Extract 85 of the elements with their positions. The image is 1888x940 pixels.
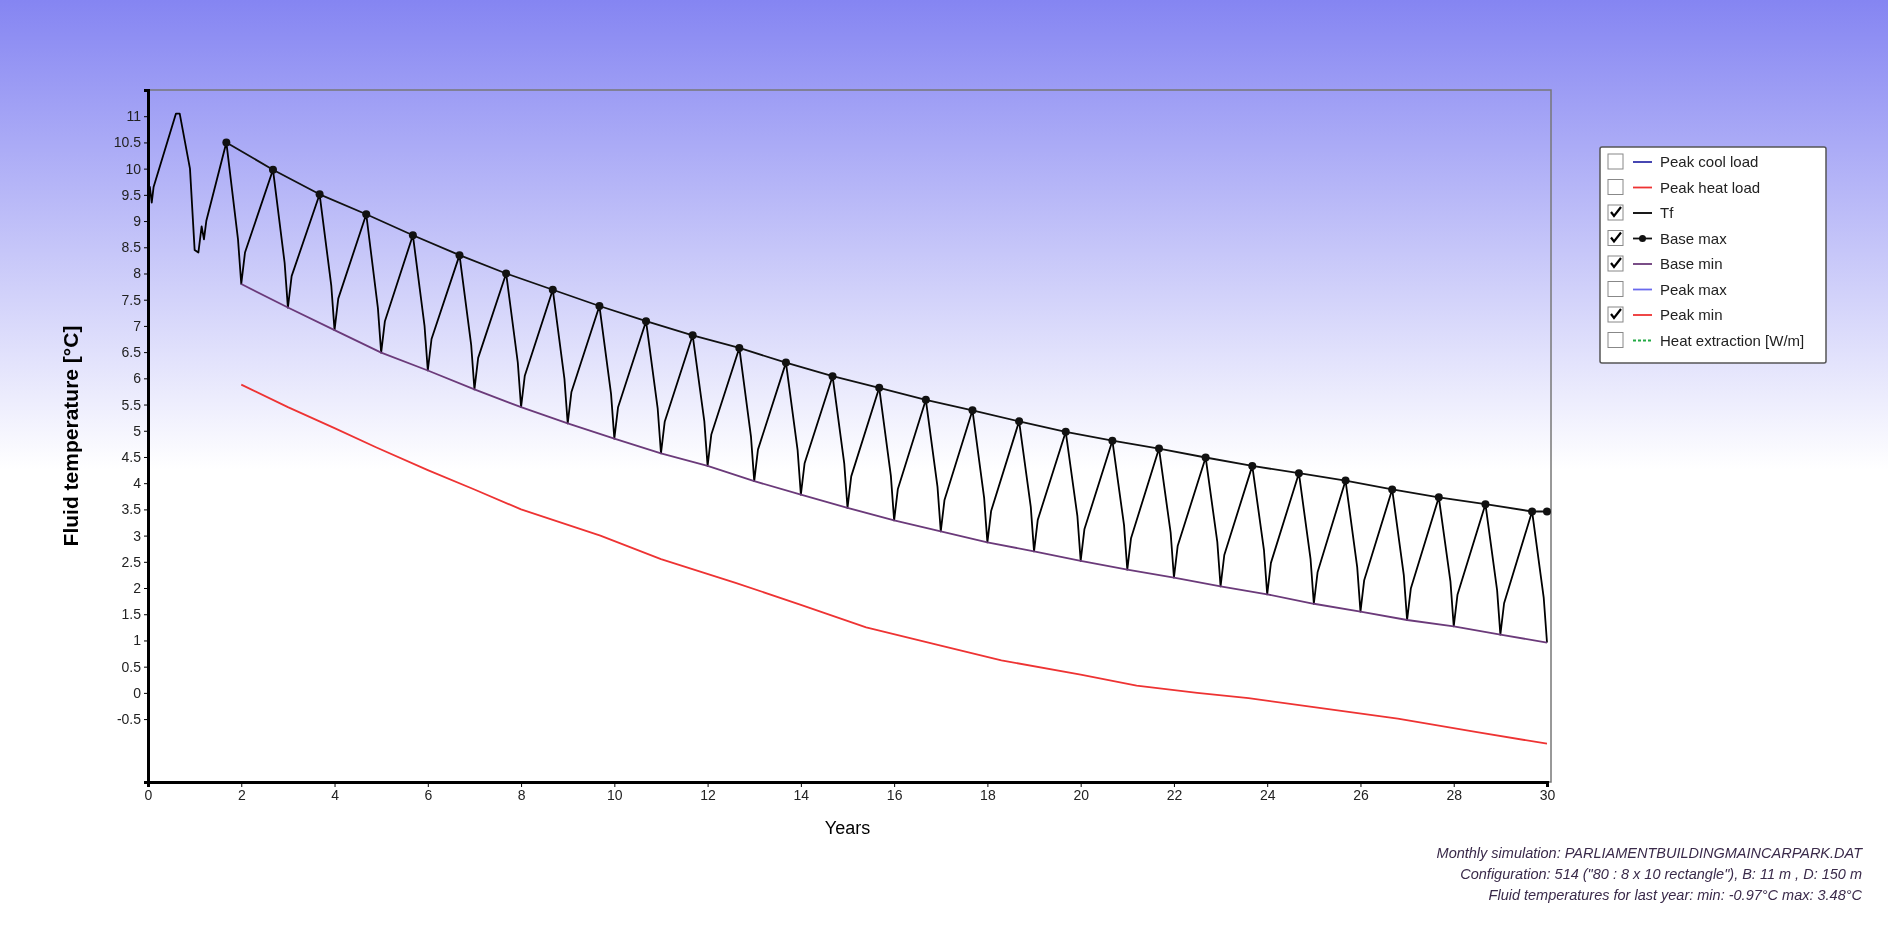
y-tick-label: 6 <box>133 370 142 387</box>
point <box>1341 476 1350 485</box>
y-tick-label: 4.5 <box>121 448 142 465</box>
point <box>222 138 231 147</box>
point <box>362 210 371 219</box>
point <box>268 165 277 174</box>
point <box>1201 453 1210 462</box>
point <box>735 343 744 352</box>
y-tick-label: 7.5 <box>121 291 142 308</box>
y-tick-label: 6.5 <box>121 344 142 361</box>
text: Fluid temperatures for last year: min: -0.97°C max: 3.48°C <box>1488 887 1863 903</box>
legend-label: Base max <box>1660 229 1728 247</box>
x-tick-label: 14 <box>793 786 810 803</box>
point <box>875 383 884 392</box>
y-tick-label: 11 <box>126 108 142 125</box>
point <box>455 251 464 260</box>
point <box>1061 427 1070 436</box>
y-tick-label: 8 <box>133 265 142 282</box>
text: Monthly simulation: PARLIAMENTBUILDINGMAINCARPARK.DAT <box>1436 845 1864 861</box>
y-tick-label: -0.5 <box>116 711 142 728</box>
point <box>1543 507 1551 516</box>
x-tick-label: 18 <box>980 786 996 803</box>
x-tick-label: 24 <box>1259 786 1276 803</box>
x-tick-label: 20 <box>1073 786 1090 803</box>
point <box>1015 417 1024 426</box>
point <box>502 269 511 278</box>
point <box>688 331 697 340</box>
x-tick-label: 8 <box>517 786 526 803</box>
point <box>642 317 651 326</box>
line-series <box>240 283 1548 644</box>
x-tick-label: 4 <box>331 786 340 803</box>
point <box>1528 507 1537 516</box>
point <box>595 301 604 310</box>
legend-label: Heat extraction [W/m] <box>1660 331 1805 349</box>
y-tick-label: 10 <box>125 160 142 177</box>
y-tick-label: 2.5 <box>121 553 142 570</box>
x-tick-label: 16 <box>886 786 903 803</box>
line-series <box>240 383 1548 745</box>
x-tick-label: 26 <box>1353 786 1369 803</box>
legend-label: Peak cool load <box>1660 153 1759 170</box>
legend-label: Base min <box>1660 255 1723 272</box>
point <box>315 190 324 199</box>
point <box>1481 500 1490 509</box>
point <box>1248 461 1257 470</box>
point <box>548 285 557 294</box>
point <box>1108 436 1117 445</box>
legend-label: Tf <box>1660 204 1675 221</box>
y-tick-label: 2 <box>133 580 142 597</box>
legend-label: Peak min <box>1660 306 1723 323</box>
x-tick-label: 10 <box>607 786 623 803</box>
y-tick-label: 8.5 <box>121 239 142 256</box>
x-tick-label: 28 <box>1446 786 1463 803</box>
y-tick-label: 4 <box>133 475 142 492</box>
point <box>828 372 837 381</box>
y-tick-label: 1.5 <box>121 606 142 623</box>
point <box>1388 485 1397 494</box>
point <box>921 395 930 404</box>
legend-label: Peak heat load <box>1660 178 1761 196</box>
text: Configuration: 514 ("80 : 8 x 10 rectangle"), B: 11 m , D: 150 m <box>1460 866 1862 882</box>
point <box>1155 444 1164 453</box>
y-tick-label: 0.5 <box>121 658 142 675</box>
point <box>1294 469 1303 478</box>
point <box>781 358 790 367</box>
y-tick-label: 3 <box>133 527 142 544</box>
y-tick-label: 10.5 <box>113 134 142 151</box>
x-tick-label: 2 <box>237 786 246 803</box>
y-tick-label: 7 <box>133 317 142 334</box>
y-tick-label: 0 <box>133 684 142 701</box>
y-tick-label: 9 <box>133 213 142 230</box>
y-tick-label: 5 <box>133 422 142 439</box>
y-tick-label: 9.5 <box>121 186 142 203</box>
y-tick-label: 1 <box>133 632 142 649</box>
legend-label: Peak max <box>1660 280 1728 298</box>
x-tick-label: 0 <box>144 786 153 803</box>
x-tick-label: 30 <box>1539 786 1556 803</box>
x-tick-label: 22 <box>1166 786 1183 803</box>
y-tick-label: 5.5 <box>121 396 142 413</box>
point <box>1434 493 1443 502</box>
point <box>408 231 417 240</box>
x-tick-label: 12 <box>700 786 717 803</box>
y-axis-title: Fluid temperature [°C] <box>59 325 82 547</box>
x-axis-title: Years <box>824 818 871 838</box>
x-tick-label: 6 <box>424 786 433 803</box>
y-tick-label: 3.5 <box>121 501 142 518</box>
point <box>968 406 977 415</box>
